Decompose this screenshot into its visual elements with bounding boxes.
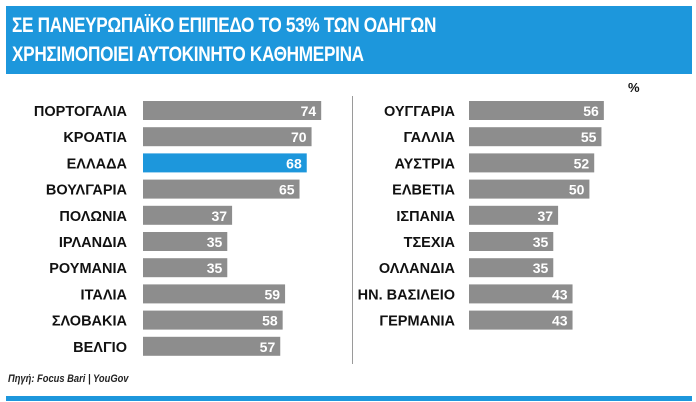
category-label-1-4: ΙΣΠΑΝΙΑ	[396, 209, 455, 225]
unit-label: %	[628, 80, 640, 95]
bar-1-6	[469, 258, 554, 278]
bar-1-0	[469, 101, 604, 120]
category-label-0-4: ΠΟΛΩΝΙΑ	[59, 209, 127, 225]
category-label-1-8: ΓΕΡΜΑΝΙΑ	[379, 314, 455, 330]
category-label-0-3: ΒΟΥΛΓΑΡΙΑ	[46, 183, 128, 199]
bar-0-6	[143, 258, 228, 278]
bar-0-5	[143, 232, 228, 251]
category-label-0-8: ΣΛΟΒΑΚΙΑ	[52, 314, 128, 330]
value-label-0-6: 35	[207, 260, 223, 276]
value-label-0-4: 37	[212, 208, 228, 224]
category-label-0-5: ΙΡΛΑΝΔΙΑ	[59, 235, 128, 251]
bar-0-3	[143, 179, 300, 199]
category-label-0-6: ΡΟΥΜΑΝΙΑ	[49, 261, 127, 277]
bar-1-2	[469, 153, 595, 173]
value-label-0-3: 65	[279, 182, 295, 198]
category-label-0-1: ΚΡΟΑΤΙΑ	[63, 130, 127, 146]
bar-0-9	[143, 336, 281, 356]
header-title-line1: ΣΕ ΠΑΝΕΥΡΩΠΑΪΚΟ ΕΠΙΠΕΔΟ ΤΟ 53% ΤΩΝ ΟΔΗΓΩ…	[12, 14, 437, 37]
bar-0-8	[143, 310, 283, 330]
value-label-1-8: 43	[552, 313, 568, 329]
bar-1-1	[469, 127, 602, 147]
bar-1-7	[469, 284, 573, 304]
bar-1-4	[469, 205, 559, 225]
value-label-0-1: 70	[291, 129, 307, 145]
bar-1-8	[469, 310, 573, 330]
source-note: Πηγή: Focus Bari | YouGov	[8, 373, 129, 385]
value-label-1-5: 35	[533, 234, 549, 250]
bar-0-2	[143, 153, 307, 173]
value-label-0-2: 68	[286, 155, 302, 171]
bar-0-0	[143, 101, 322, 120]
category-label-1-5: ΤΣΕΧΙΑ	[404, 235, 456, 251]
header-banner: ΣΕ ΠΑΝΕΥΡΩΠΑΪΚΟ ΕΠΙΠΕΔΟ ΤΟ 53% ΤΩΝ ΟΔΗΓΩ…	[6, 6, 692, 74]
category-label-1-2: ΑΥΣΤΡΙΑ	[394, 156, 455, 172]
bottom-rule	[6, 396, 692, 401]
category-label-1-7: ΗΝ. ΒΑΣΙΛΕΙΟ	[358, 287, 455, 303]
bar-1-5	[469, 232, 554, 251]
value-label-0-9: 57	[260, 339, 276, 355]
value-label-0-5: 35	[207, 234, 223, 250]
category-label-0-9: ΒΕΛΓΙΟ	[73, 340, 127, 356]
value-label-1-7: 43	[552, 286, 568, 302]
value-label-1-6: 35	[533, 260, 549, 276]
category-label-1-0: ΟΥΓΓΑΡΙΑ	[384, 104, 456, 120]
value-label-1-1: 55	[581, 129, 597, 145]
bar-0-7	[143, 284, 286, 304]
value-label-1-2: 52	[574, 155, 590, 171]
category-label-0-7: ΙΤΑΛΙΑ	[81, 287, 128, 303]
category-label-1-1: ΓΑΛΛΙΑ	[404, 130, 456, 146]
bar-1-3	[469, 179, 590, 199]
category-label-1-3: ΕΛΒΕΤΙΑ	[392, 183, 455, 199]
category-label-0-2: ΕΛΛΑΔΑ	[67, 156, 128, 172]
bar-0-4	[143, 205, 233, 225]
value-label-1-3: 50	[569, 182, 585, 198]
value-label-0-0: 74	[301, 103, 317, 119]
value-label-0-8: 58	[262, 313, 278, 329]
header-title-line2: ΧΡΗΣΙΜΟΠΟΙΕΙ ΑΥΤΟΚΙΝΗΤΟ ΚΑΘΗΜΕΡΙΝΑ	[12, 43, 364, 66]
column-divider	[352, 96, 353, 364]
bar-0-1	[143, 127, 312, 147]
category-label-1-6: ΟΛΛΑΝΔΙΑ	[379, 261, 456, 277]
value-label-0-7: 59	[264, 286, 280, 302]
value-label-1-0: 56	[583, 103, 599, 119]
value-label-1-4: 37	[538, 208, 554, 224]
category-label-0-0: ΠΟΡΤΟΓΑΛΙΑ	[34, 104, 128, 120]
